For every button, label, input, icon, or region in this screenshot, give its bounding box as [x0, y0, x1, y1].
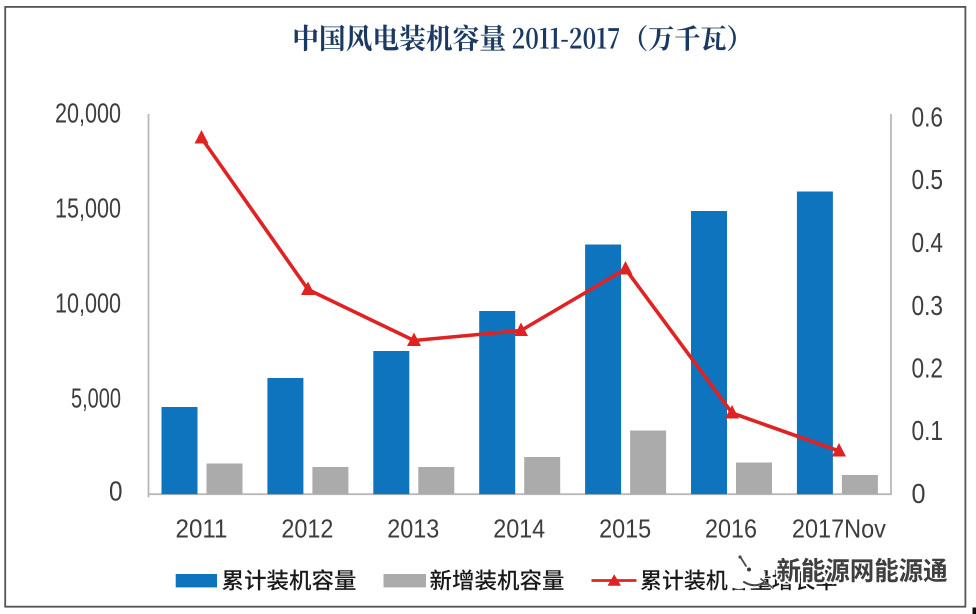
svg-text:2013: 2013: [387, 514, 439, 544]
svg-text:2012: 2012: [281, 514, 333, 544]
svg-text:0.1: 0.1: [912, 415, 944, 446]
svg-text:0.2: 0.2: [912, 353, 944, 384]
svg-text:10,000: 10,000: [55, 288, 121, 319]
svg-text:0: 0: [109, 476, 123, 507]
svg-text:2017Nov: 2017Nov: [792, 514, 886, 544]
svg-text:2014: 2014: [493, 514, 545, 544]
svg-text:15,000: 15,000: [55, 193, 121, 224]
svg-text:2015: 2015: [599, 514, 651, 544]
svg-text:5,000: 5,000: [71, 383, 121, 414]
svg-text:0.6: 0.6: [912, 102, 944, 133]
svg-text:0.3: 0.3: [912, 290, 944, 321]
svg-text:20,000: 20,000: [55, 98, 121, 129]
svg-text:2016: 2016: [705, 514, 757, 544]
svg-text:0.5: 0.5: [912, 164, 944, 195]
svg-text:0: 0: [912, 478, 926, 509]
svg-text:2011: 2011: [176, 514, 228, 544]
svg-text:0.4: 0.4: [912, 227, 944, 258]
